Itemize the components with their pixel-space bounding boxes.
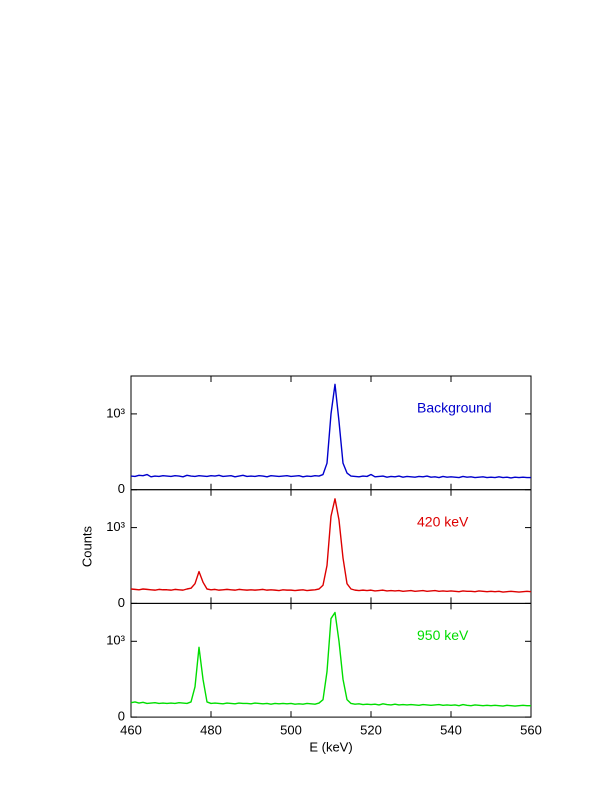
- x-tick-label: 520: [360, 723, 382, 738]
- panel-frame: [130, 489, 532, 604]
- spectrum-label: 420 keV: [417, 513, 469, 529]
- y-tick-label: 10³: [106, 519, 125, 534]
- spectrum-line: [130, 498, 532, 593]
- y-tick-label: 0: [118, 595, 125, 610]
- y-axis-label: Counts: [79, 525, 94, 567]
- x-tick-label: 540: [440, 723, 462, 738]
- x-tick-label: 460: [120, 723, 142, 738]
- spectrum-line: [130, 611, 531, 707]
- x-tick-label: 480: [200, 723, 222, 738]
- panel-frame: [130, 375, 532, 491]
- y-tick-label: 0: [118, 481, 125, 496]
- y-tick-label: 0: [118, 709, 125, 724]
- x-tick-label: 500: [280, 723, 302, 738]
- spectrum-label: 950 keV: [417, 627, 469, 643]
- panel-frame: [130, 602, 532, 718]
- spectrum-label: Background: [417, 400, 492, 416]
- y-tick-label: 10³: [106, 633, 125, 648]
- x-tick-label: 560: [520, 723, 542, 738]
- y-tick-label: 10³: [106, 405, 125, 420]
- x-axis-label: E (keV): [309, 740, 352, 755]
- spectrum-line: [130, 383, 531, 479]
